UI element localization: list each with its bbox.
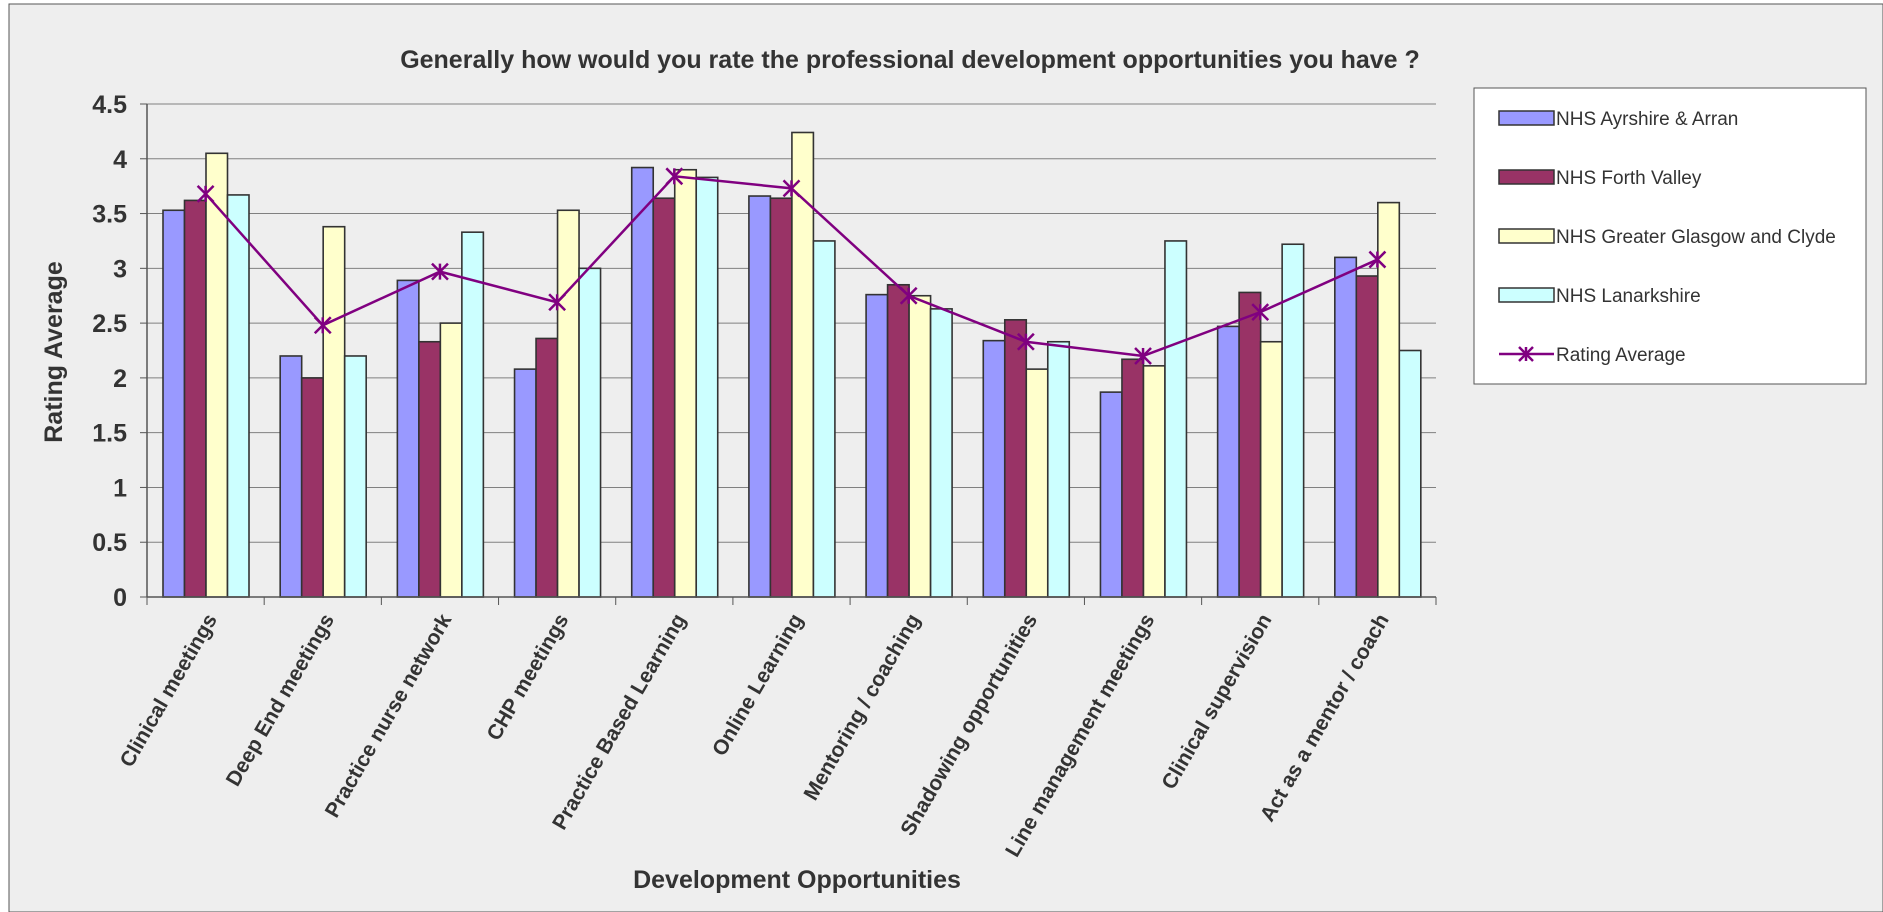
legend-swatch (1498, 110, 1555, 126)
legend-item: NHS Ayrshire & Arran (1498, 109, 1738, 130)
legend-label: Rating Average (1556, 345, 1686, 366)
bar (630, 166, 655, 598)
bar (1238, 291, 1262, 598)
line-point-marker (196, 184, 215, 203)
bar (396, 279, 420, 598)
y-tick-label: 1 (113, 474, 127, 502)
bar (791, 131, 815, 598)
legend-label: NHS Lanarkshire (1556, 286, 1701, 307)
x-axis-label: Development Opportunities (633, 866, 961, 894)
line-point-marker (1016, 332, 1035, 351)
legend-label: NHS Greater Glasgow and Clyde (1556, 227, 1836, 248)
bar (439, 322, 463, 598)
bar (1355, 275, 1379, 598)
bar (1398, 349, 1422, 598)
bar (535, 337, 559, 598)
line-point-marker (1251, 303, 1270, 322)
bar (322, 225, 346, 598)
bar (652, 197, 676, 598)
average-line (196, 167, 1387, 365)
bar (1046, 340, 1071, 598)
line-point-marker (431, 262, 449, 281)
y-axis-label: Rating Average (40, 261, 68, 443)
bar (1142, 365, 1166, 598)
bar (1121, 358, 1145, 598)
bar (226, 194, 250, 598)
y-tick-label: 1.5 (92, 420, 127, 448)
bar (929, 308, 953, 598)
legend-swatch (1498, 228, 1555, 244)
y-tick-label: 2.5 (92, 310, 127, 338)
bar (886, 283, 910, 598)
line-point-marker (548, 293, 567, 312)
bar (865, 293, 889, 598)
bar (183, 199, 207, 598)
bar (461, 231, 485, 598)
bar (1259, 340, 1283, 598)
legend-item: Rating Average (1499, 345, 1686, 366)
bar (205, 152, 229, 598)
bar (1334, 256, 1358, 598)
legend-item: NHS Greater Glasgow and Clyde (1498, 227, 1836, 248)
bar (1099, 391, 1123, 598)
line-point-marker (782, 179, 801, 198)
chart-title: Generally how would you rate the profess… (400, 46, 1420, 74)
bar (1216, 325, 1240, 598)
y-tick-label: 2 (113, 365, 127, 393)
bar (162, 209, 186, 598)
legend-label: NHS Forth Valley (1556, 168, 1702, 189)
legend-label: NHS Ayrshire & Arran (1556, 109, 1738, 130)
bars (162, 131, 1422, 598)
bar (769, 197, 793, 598)
y-tick-label: 3.5 (92, 201, 127, 229)
y-tick-label: 3 (113, 255, 127, 283)
bar (279, 355, 303, 598)
axes (146, 104, 1437, 605)
line-point-marker (1368, 250, 1387, 269)
bar (812, 240, 836, 598)
line-point-marker (313, 316, 332, 335)
line-point-marker (1134, 347, 1152, 365)
bar (1025, 368, 1049, 598)
bar (1003, 319, 1028, 598)
bar (982, 339, 1006, 598)
bar (556, 209, 580, 598)
bar (748, 195, 772, 598)
bar (513, 368, 537, 598)
y-tick-label: 4 (113, 146, 127, 174)
bar (1164, 240, 1188, 598)
bar (343, 355, 367, 598)
bar (695, 176, 719, 598)
legend-item: NHS Forth Valley (1498, 168, 1702, 189)
y-tick-label: 0 (113, 584, 127, 612)
line-point-marker (899, 286, 918, 305)
bar (418, 340, 442, 598)
legend-item: NHS Lanarkshire (1498, 286, 1701, 307)
bar (578, 267, 602, 598)
line-point-marker (665, 167, 684, 186)
bar (673, 168, 698, 598)
y-tick-label: 0.5 (92, 529, 127, 557)
legend-swatch (1498, 169, 1555, 185)
legend-swatch (1498, 287, 1555, 303)
legend: NHS Ayrshire & Arran NHS Forth Valley NHS … (1473, 87, 1867, 385)
bar (908, 294, 932, 598)
y-tick-label: 4.5 (92, 91, 127, 119)
y-tick-labels: 0 0.5 1 1.5 2 2.5 3 3.5 4 4.5 (92, 91, 127, 612)
bar (300, 377, 324, 598)
